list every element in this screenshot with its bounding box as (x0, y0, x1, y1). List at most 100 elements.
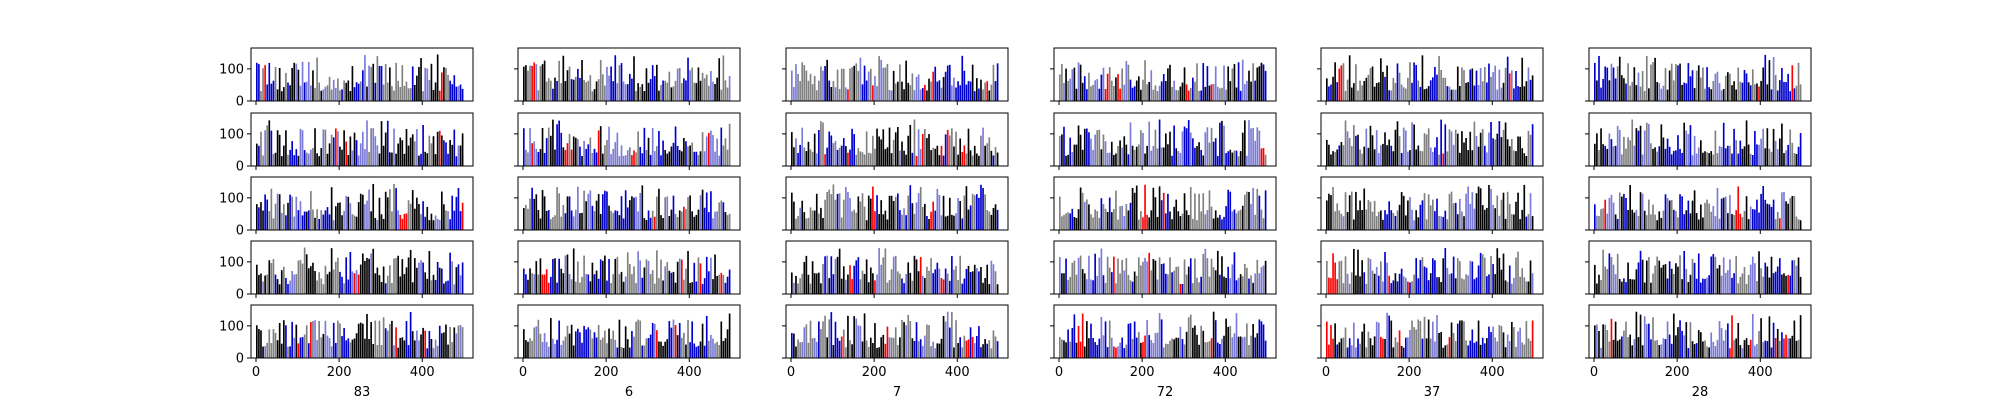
bar (1754, 84, 1756, 101)
bar (722, 55, 725, 101)
bar (1427, 128, 1430, 166)
bar (892, 256, 895, 294)
bar (1388, 275, 1391, 294)
bar (1200, 211, 1202, 230)
bar (1063, 340, 1065, 358)
bar (1204, 248, 1207, 294)
bar (820, 329, 822, 358)
bar (1523, 184, 1526, 230)
bar (1214, 320, 1217, 358)
bar (1510, 138, 1513, 166)
bar (1058, 136, 1061, 166)
bar (295, 149, 298, 166)
bar (691, 142, 694, 166)
bar (453, 129, 456, 166)
bar (1246, 323, 1248, 358)
bar (531, 273, 533, 294)
bar (1423, 89, 1426, 101)
bar (963, 278, 966, 294)
bar (1338, 68, 1341, 101)
bar (554, 215, 556, 230)
bar (310, 149, 312, 166)
bar (1158, 119, 1161, 166)
bar (291, 321, 293, 358)
bar (936, 81, 939, 101)
bar (1697, 65, 1700, 101)
bar (262, 281, 264, 294)
bar (1631, 119, 1634, 166)
bar (258, 274, 260, 294)
bar (424, 67, 427, 101)
bar (716, 211, 718, 230)
x-tick-label: 0 (787, 365, 795, 380)
bar (670, 272, 673, 294)
bar (973, 91, 976, 101)
bar (1666, 89, 1669, 101)
bar (1098, 338, 1101, 358)
bar (689, 195, 691, 230)
bar (1683, 122, 1686, 166)
bar (1425, 267, 1428, 294)
bar (1100, 317, 1103, 358)
bar (1196, 146, 1198, 166)
bar (1225, 318, 1227, 358)
bar (1148, 121, 1151, 166)
bar (888, 89, 891, 101)
bar (836, 193, 839, 230)
bar (1250, 128, 1252, 166)
bar (1529, 134, 1532, 166)
y-tick-label: 100 (219, 319, 244, 334)
bar (1162, 263, 1165, 294)
bar (1198, 282, 1200, 294)
bar (899, 337, 901, 358)
bar (961, 218, 964, 230)
bar (583, 325, 585, 358)
bar (1608, 197, 1611, 230)
bar (1206, 342, 1209, 358)
bar (1450, 89, 1453, 101)
bar (629, 263, 631, 294)
bar (1593, 325, 1596, 358)
bar (1693, 262, 1696, 294)
bar (1799, 276, 1802, 294)
bar (955, 87, 957, 101)
bar (1774, 74, 1777, 101)
bar (845, 279, 847, 294)
bar (1419, 321, 1422, 358)
axes-frame (1588, 47, 1812, 102)
bar (946, 129, 949, 166)
bar (1521, 148, 1524, 166)
bar (1133, 149, 1136, 166)
bar (283, 204, 285, 230)
bar (1731, 85, 1733, 101)
bar (1664, 148, 1667, 166)
bar (1167, 274, 1169, 294)
bar (262, 155, 264, 166)
bar (882, 67, 885, 101)
bar (589, 281, 592, 294)
bar (568, 196, 571, 230)
bar (618, 274, 621, 294)
bar (884, 210, 887, 230)
bar (616, 347, 619, 358)
bar (1797, 62, 1800, 101)
bar (1096, 79, 1099, 101)
bar (322, 89, 325, 101)
bar (391, 152, 393, 166)
bar (1237, 336, 1240, 358)
bar (583, 190, 585, 230)
bar (1204, 132, 1207, 166)
bar (1768, 60, 1771, 101)
bar (389, 189, 391, 230)
bar (1600, 347, 1602, 358)
bar (384, 132, 387, 166)
bar (459, 211, 462, 230)
bar (720, 200, 723, 230)
bar (378, 153, 381, 166)
bar (341, 276, 343, 294)
bar (874, 323, 876, 358)
bar (316, 153, 318, 166)
bar (1465, 82, 1467, 101)
bar (1737, 153, 1740, 166)
